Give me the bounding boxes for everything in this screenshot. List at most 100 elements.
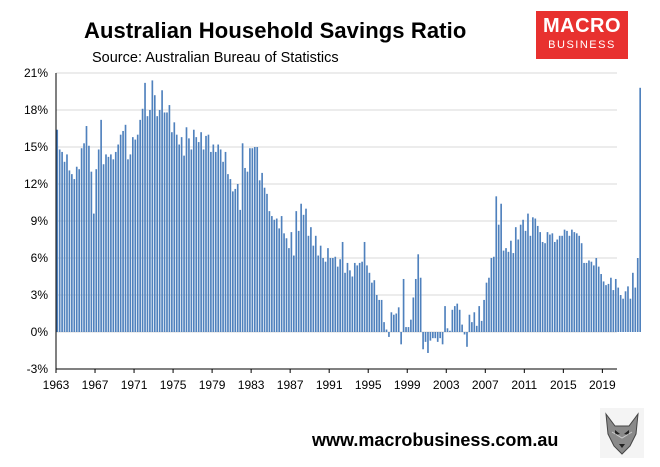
savings-bar: [541, 241, 544, 332]
savings-bar: [305, 208, 307, 332]
savings-bar: [227, 174, 229, 332]
savings-bar: [583, 262, 585, 332]
savings-bar: [432, 332, 434, 339]
savings-bar: [410, 319, 412, 332]
savings-bar: [134, 139, 137, 332]
savings-bar: [353, 262, 356, 332]
savings-bar: [236, 184, 239, 332]
savings-bar: [441, 332, 444, 345]
savings-bar: [327, 248, 329, 332]
savings-bar: [471, 322, 473, 332]
savings-bar: [373, 280, 376, 332]
savings-bar: [534, 218, 537, 332]
savings-bar: [92, 213, 95, 332]
x-tick-labels: 1963 1967 1971 1975 1979 1983 1987 1991 1995 1999…: [43, 369, 616, 392]
website-url[interactable]: www.macrobusiness.com.au: [312, 430, 559, 450]
savings-bar: [539, 232, 541, 332]
savings-bar: [295, 211, 298, 332]
savings-bar: [463, 332, 466, 335]
savings-bar: [234, 188, 237, 332]
savings-bar: [429, 332, 432, 341]
savings-bar: [266, 193, 268, 332]
savings-bar: [141, 108, 144, 333]
savings-bar: [71, 174, 73, 332]
savings-bar: [344, 272, 346, 332]
savings-bar: [510, 240, 512, 332]
x-tick-label: 1975: [160, 378, 187, 392]
savings-bar: [568, 235, 571, 332]
savings-bar: [63, 161, 66, 332]
savings-bar: [480, 320, 483, 332]
savings-bar: [263, 187, 266, 332]
savings-bar: [329, 258, 332, 332]
savings-bar: [561, 235, 563, 332]
savings-bar: [200, 132, 202, 332]
savings-bar: [275, 218, 278, 332]
savings-bar: [229, 179, 232, 332]
savings-bar: [56, 129, 59, 332]
logo-line-1: MACRO: [542, 15, 622, 37]
savings-bar: [502, 250, 505, 332]
savings-bar: [312, 245, 315, 332]
savings-bar: [392, 314, 395, 332]
savings-bar: [341, 241, 344, 332]
savings-bar: [146, 116, 149, 332]
savings-bar: [527, 213, 529, 332]
axes: [55, 73, 617, 370]
savings-bar: [102, 164, 105, 332]
savings-bar: [317, 255, 320, 332]
savings-bar: [419, 277, 422, 332]
savings-bar: [573, 232, 576, 332]
savings-bar: [505, 248, 507, 332]
savings-bar: [497, 224, 500, 332]
x-tick-label: 2003: [433, 378, 460, 392]
savings-bar: [251, 148, 254, 332]
savings-bar: [239, 209, 241, 332]
savings-bar: [319, 245, 322, 332]
savings-bar: [553, 241, 556, 332]
savings-bar: [124, 124, 127, 332]
savings-bar: [97, 149, 100, 332]
savings-bar: [473, 312, 476, 332]
y-tick-labels: -3% 0% 3% 6% 9% 12% 15% 18% 21%: [24, 66, 48, 376]
savings-bar: [290, 232, 293, 332]
savings-bar: [363, 241, 366, 332]
savings-bar: [449, 330, 451, 332]
savings-bar: [519, 224, 522, 332]
savings-bar: [434, 332, 437, 339]
savings-bar: [119, 134, 122, 332]
savings-bar: [112, 159, 115, 332]
x-tick-label: 1971: [121, 378, 148, 392]
savings-bar: [595, 258, 598, 332]
savings-bar: [444, 306, 446, 332]
savings-bar: [524, 230, 527, 332]
savings-bar: [495, 196, 498, 332]
savings-bar: [261, 172, 263, 332]
savings-bar: [458, 309, 461, 332]
savings-bar: [310, 227, 312, 332]
savings-bar: [83, 143, 85, 332]
savings-bar: [529, 235, 532, 332]
savings-bar: [75, 166, 78, 332]
savings-bar: [402, 278, 405, 332]
savings-bar: [285, 238, 288, 332]
savings-bar: [478, 306, 481, 332]
savings-bar: [190, 149, 193, 332]
savings-bar: [171, 132, 173, 332]
savings-bar: [585, 262, 588, 332]
savings-bar: [485, 282, 488, 332]
savings-bar: [249, 148, 251, 332]
savings-bar: [456, 303, 459, 332]
savings-bar: [232, 191, 234, 332]
savings-bar: [639, 87, 641, 332]
x-tick-label: 1979: [199, 378, 226, 392]
savings-bar: [378, 299, 381, 332]
x-tick-label: 1999: [394, 378, 421, 392]
savings-bar: [361, 261, 363, 332]
savings-bar: [90, 171, 93, 332]
savings-bar: [414, 278, 417, 332]
savings-bar: [375, 295, 378, 332]
savings-bar: [397, 307, 400, 332]
savings-bar: [278, 228, 281, 332]
savings-bar: [114, 151, 117, 332]
